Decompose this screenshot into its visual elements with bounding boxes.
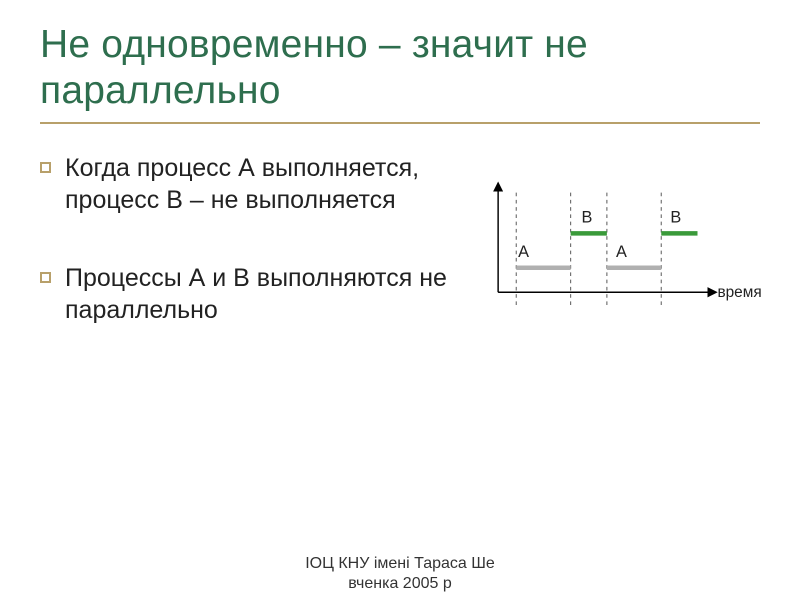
diagram-container: А В А Ввремя bbox=[470, 148, 760, 368]
process-label: В bbox=[582, 209, 593, 227]
slide-title: Не одновременно – значит не параллельно bbox=[40, 22, 760, 114]
bullet-icon bbox=[40, 272, 51, 283]
list-item: Когда процесс А выполняется, процесс В –… bbox=[40, 152, 470, 216]
process-label: А bbox=[616, 243, 627, 261]
list-item: Процессы А и В выполняются не параллельн… bbox=[40, 262, 470, 326]
bullet-icon bbox=[40, 162, 51, 173]
title-rule bbox=[40, 122, 760, 124]
axis-label: время bbox=[717, 284, 761, 301]
bullet-text: Процессы А и В выполняются не параллельн… bbox=[65, 262, 470, 326]
slide: Не одновременно – значит не параллельно … bbox=[0, 0, 800, 600]
process-label: В bbox=[670, 209, 681, 227]
bullet-list: Когда процесс А выполняется, процесс В –… bbox=[40, 148, 470, 372]
footer-text-1: ІОЦ КНУ імені Тараса Ше bbox=[305, 555, 495, 572]
timeline-diagram: А В А Ввремя bbox=[480, 156, 770, 356]
slide-footer: ІОЦ КНУ імені Тараса Ше вченка 2005 р bbox=[0, 554, 800, 594]
content-row: Когда процесс А выполняется, процесс В –… bbox=[40, 148, 760, 372]
process-label: А bbox=[518, 243, 529, 261]
footer-text-2: вченка 2005 р bbox=[348, 575, 451, 592]
bullet-text: Когда процесс А выполняется, процесс В –… bbox=[65, 152, 470, 216]
